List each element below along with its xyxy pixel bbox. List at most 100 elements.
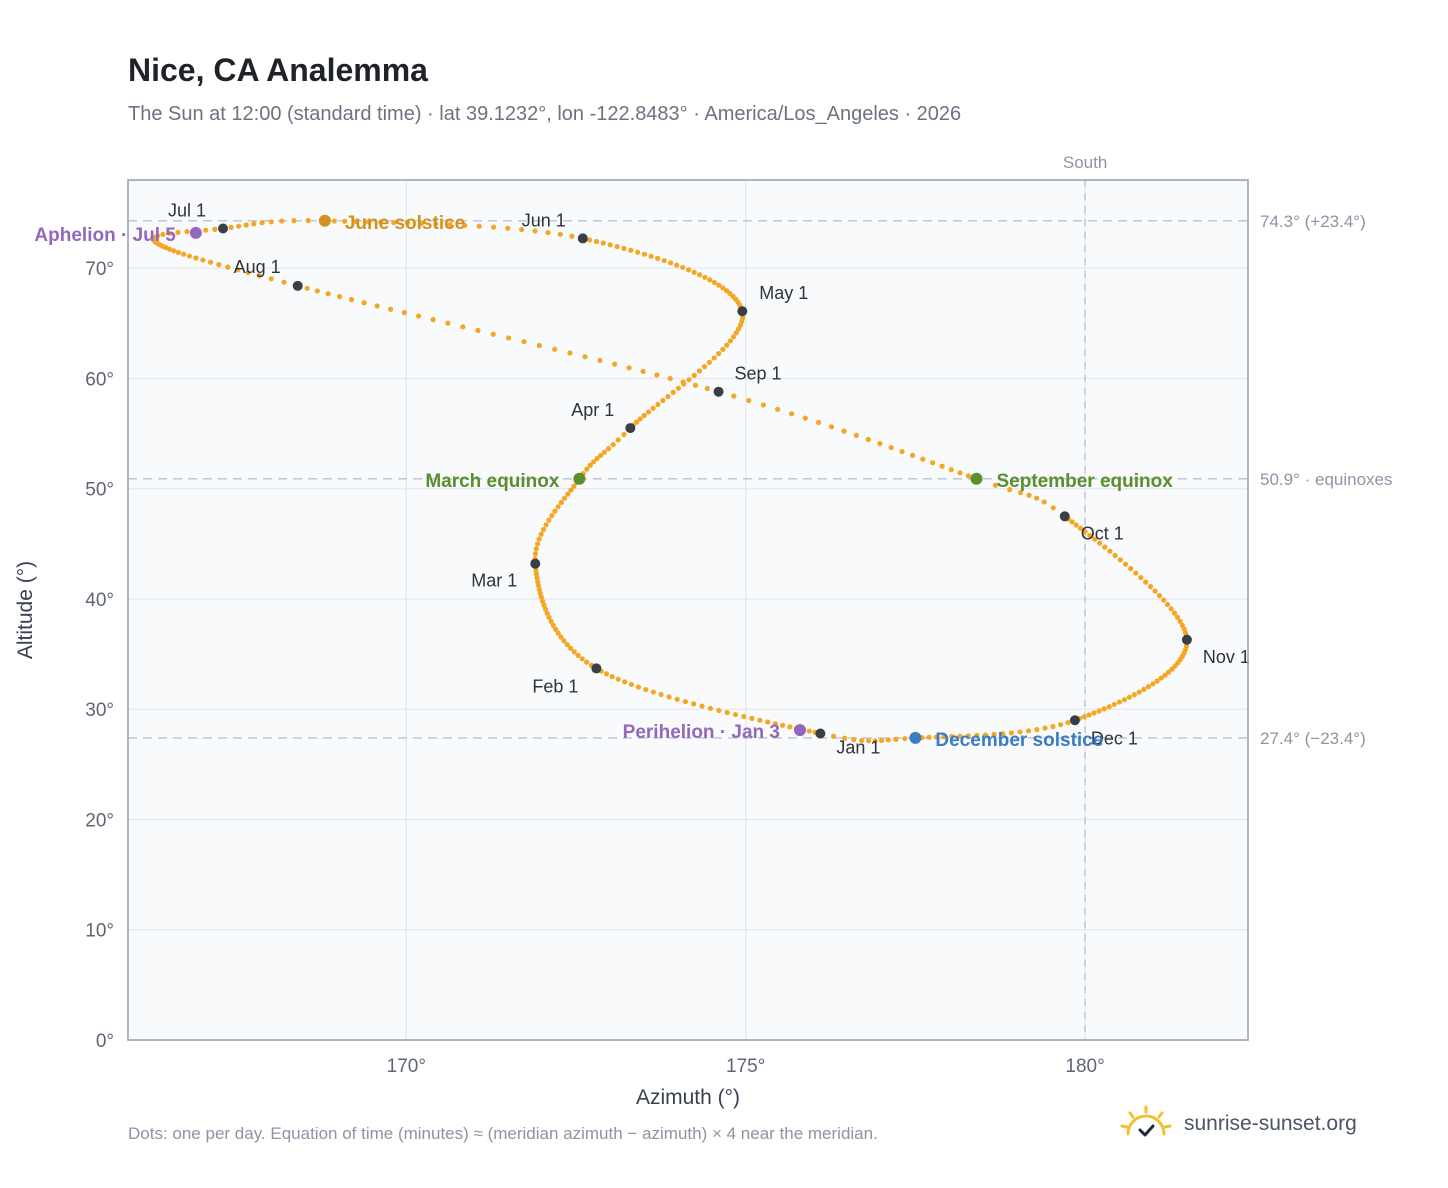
day-dot xyxy=(1126,694,1133,700)
day-dot xyxy=(1111,701,1117,708)
day-dot xyxy=(579,656,585,662)
day-dot xyxy=(460,324,466,330)
day-dot xyxy=(325,291,331,297)
day-dot xyxy=(941,734,947,740)
day-dot xyxy=(992,482,999,488)
day-dot xyxy=(1150,681,1156,687)
day-dot xyxy=(521,339,527,345)
day-dot xyxy=(746,397,752,404)
day-dot xyxy=(544,610,550,616)
day-dot xyxy=(1077,525,1084,531)
day-dot xyxy=(565,491,571,497)
day-dot xyxy=(1042,725,1048,731)
month-label: Mar 1 xyxy=(471,571,517,591)
day-dot xyxy=(597,357,603,364)
event-label: September equinox xyxy=(996,471,1173,492)
y-tick-label: 70° xyxy=(85,259,114,280)
y-tick-label: 10° xyxy=(85,921,114,942)
day-dot xyxy=(1143,579,1149,585)
day-dot xyxy=(594,455,600,462)
brand-name[interactable]: sunrise-sunset.org xyxy=(1184,1112,1357,1135)
day-dot xyxy=(1087,532,1093,539)
day-dot xyxy=(667,375,673,382)
day-dot xyxy=(245,269,251,276)
y-tick-label: 20° xyxy=(85,810,114,831)
day-dot xyxy=(1073,522,1079,528)
day-dot xyxy=(1169,666,1175,672)
day-dot xyxy=(587,462,593,468)
event-marker xyxy=(189,226,202,239)
day-dot xyxy=(828,424,835,430)
day-dot xyxy=(628,681,635,688)
day-dot xyxy=(696,368,703,374)
day-dot xyxy=(660,397,666,404)
day-dot xyxy=(593,238,599,245)
day-dot xyxy=(475,327,481,334)
day-dot xyxy=(505,335,512,341)
day-dot xyxy=(1122,561,1129,567)
footnote: Dots: one per day. Equation of time (min… xyxy=(128,1124,878,1143)
day-dot xyxy=(760,402,766,408)
day-dot xyxy=(171,248,177,254)
sun-logo-icon xyxy=(1120,1105,1172,1137)
day-dot xyxy=(166,246,173,252)
month-marker xyxy=(218,223,229,234)
day-dot xyxy=(542,606,549,612)
day-dot xyxy=(600,240,606,246)
y-tick-label: 0° xyxy=(96,1031,114,1052)
day-dot xyxy=(256,272,262,279)
day-dot xyxy=(538,531,544,537)
day-dot xyxy=(615,676,621,682)
day-dot xyxy=(1116,699,1122,705)
day-dot xyxy=(667,260,674,266)
day-dot xyxy=(1138,574,1144,581)
day-dot xyxy=(724,288,730,294)
day-dot xyxy=(733,330,739,336)
day-dot xyxy=(536,536,542,542)
month-marker xyxy=(1059,511,1070,522)
event-label: Perihelion · Jan 3 xyxy=(623,722,780,743)
day-dot xyxy=(635,249,641,255)
day-dot xyxy=(1131,692,1137,698)
day-dot xyxy=(416,313,422,319)
day-dot xyxy=(720,346,726,352)
month-marker xyxy=(1181,634,1192,645)
day-dot xyxy=(724,709,730,716)
day-dot xyxy=(692,382,699,388)
day-dot xyxy=(228,224,234,230)
day-dot xyxy=(281,279,287,285)
day-dot xyxy=(1086,712,1092,718)
day-dot xyxy=(633,419,640,425)
day-dot xyxy=(534,541,541,547)
day-dot xyxy=(888,445,894,451)
day-dot xyxy=(304,285,310,291)
day-dot xyxy=(702,274,708,280)
day-dot xyxy=(536,586,542,593)
day-dot xyxy=(866,738,872,744)
day-dot xyxy=(716,351,722,357)
day-dot xyxy=(732,711,739,718)
day-dot xyxy=(557,231,563,237)
day-dot xyxy=(842,735,848,741)
month-label: Dec 1 xyxy=(1091,728,1138,748)
day-dot xyxy=(1025,728,1032,734)
day-dot xyxy=(1050,723,1056,730)
day-dot xyxy=(361,300,367,306)
brand[interactable]: sunrise-sunset.org xyxy=(1120,1102,1357,1146)
day-dot xyxy=(548,618,554,624)
day-dot xyxy=(1065,719,1071,726)
day-dot xyxy=(930,460,936,466)
day-dot xyxy=(314,288,320,294)
day-dot xyxy=(865,436,871,443)
day-dot xyxy=(711,355,717,361)
day-dot xyxy=(957,470,963,476)
day-dot xyxy=(1174,614,1181,620)
day-dot xyxy=(418,220,425,226)
day-dot xyxy=(207,259,214,265)
day-dot xyxy=(401,310,407,316)
day-dot xyxy=(447,221,453,228)
day-dot xyxy=(536,342,542,349)
day-dot xyxy=(772,721,778,727)
day-dot xyxy=(186,253,193,259)
day-dot xyxy=(540,598,546,604)
